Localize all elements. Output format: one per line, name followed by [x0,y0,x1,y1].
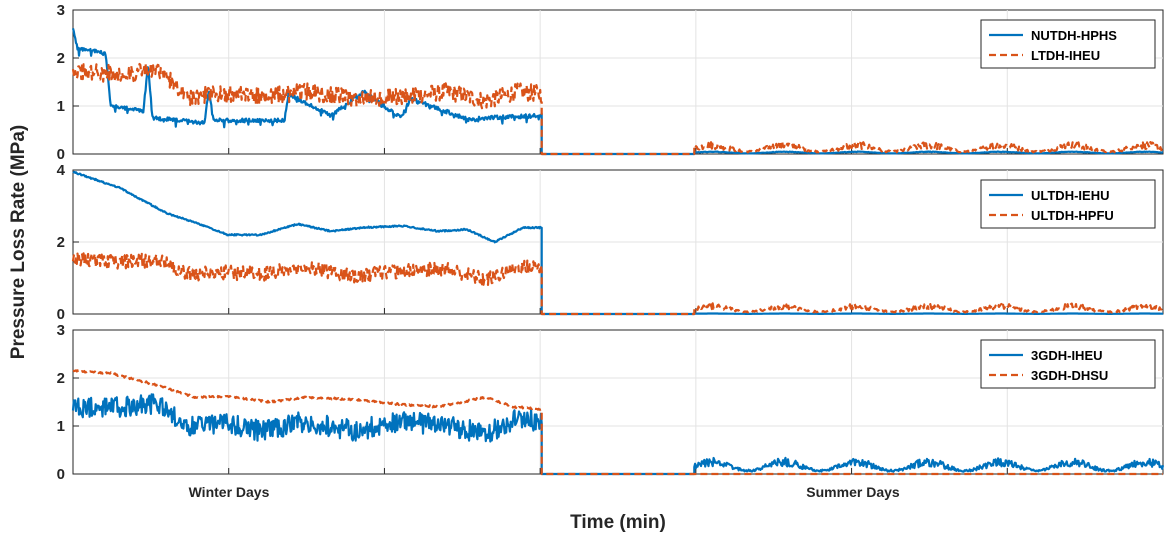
series-line-3gdh-iheu [71,393,1164,476]
panel-3: 0 1 2 3 3GDH-IHEU 3GDH-DHSU [57,322,1164,483]
x-tick-label-summer: Summer Days [806,484,900,500]
chart-panels: 0123NUTDH-HPHSLTDH-IHEU024ULTDH-IEHUULTD… [57,2,1164,483]
y-tick-label: 1 [57,418,65,435]
legend: 3GDH-IHEU 3GDH-DHSU [980,339,1156,389]
y-tick-label: 2 [57,50,65,67]
series-line-ultdh-iehu [72,170,1164,316]
x-tick-label-winter: Winter Days [189,484,270,500]
legend-entry: 3GDH-IHEU [1031,348,1103,363]
y-tick-label: 4 [57,162,66,179]
y-tick-label: 2 [57,234,65,251]
y-axis-label: Pressure Loss Rate (MPa) [8,125,29,359]
legend-box [980,19,1156,69]
y-tick-label: 0 [57,146,65,163]
legend-entry: ULTDH-HPFU [1031,208,1114,223]
y-tick-label: 2 [57,370,65,387]
x-axis-label: Time (min) [570,512,666,533]
legend-entry: ULTDH-IEHU [1031,188,1109,203]
series-line-ultdh-hpfu [71,252,1164,316]
series-line-ltdh-iheu [71,61,1164,156]
panel-2: 0 2 4 ULTDH-IEHU ULTDH-HPFU [57,162,1164,323]
legend-box [980,179,1156,229]
legend-entry: LTDH-IHEU [1031,48,1100,63]
panel-1: 0 1 2 3 NUTDH-HPHS LTDH-IHEU [57,2,1164,163]
legend-box [980,339,1156,389]
series-line-3gdh-dhsu [72,369,1164,476]
series-line-nutdh-hphs [71,28,1164,156]
y-tick-label: 0 [57,466,65,483]
legend-entry: NUTDH-HPHS [1031,28,1117,43]
y-tick-label: 3 [57,2,65,19]
y-tick-label: 3 [57,322,65,339]
y-tick-label: 1 [57,98,65,115]
legend-entry: 3GDH-DHSU [1031,368,1108,383]
legend: NUTDH-HPHS LTDH-IHEU [980,19,1156,69]
legend: ULTDH-IEHU ULTDH-HPFU [980,179,1156,229]
y-tick-label: 0 [57,306,65,323]
